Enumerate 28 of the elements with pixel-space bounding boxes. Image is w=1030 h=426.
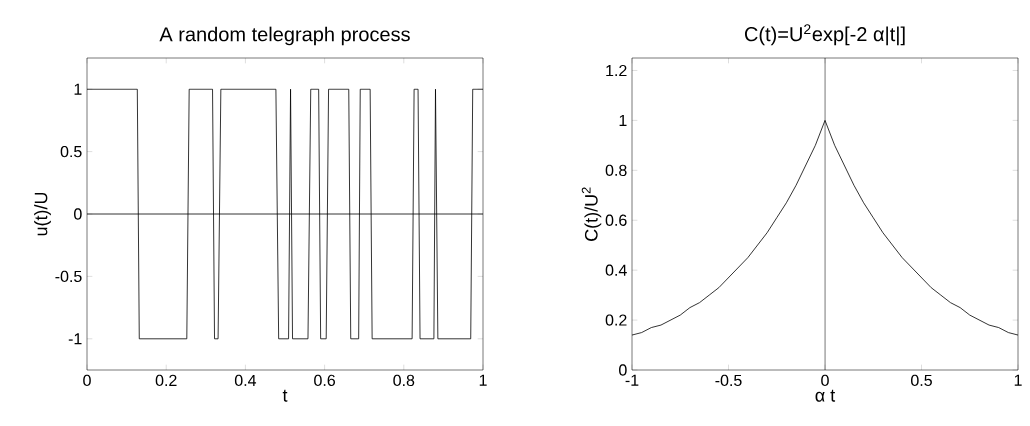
y-tick-label: 0.2 xyxy=(605,314,627,326)
x-tick-label: 1 xyxy=(479,374,487,386)
y-tick-label: 1 xyxy=(74,83,82,95)
x-axis-title: α t xyxy=(815,389,836,402)
x-tick-label: 0.8 xyxy=(393,374,415,387)
y-axis-title: C(t)/U$^{2}$ xyxy=(581,187,602,241)
y-tick-label: 1 xyxy=(619,114,627,126)
x-tick-label: 0.4 xyxy=(234,374,257,387)
x-tick-label: -0.5 xyxy=(715,374,742,387)
y-tick-label: -0.5 xyxy=(55,270,82,283)
x-tick-label: 0.5 xyxy=(911,374,932,387)
x-tick-label: 0.2 xyxy=(155,374,177,387)
y-tick-label: 0.5 xyxy=(60,145,82,158)
y-tick-label: 1.2 xyxy=(606,64,627,77)
y-axis-title: u(t)/U xyxy=(34,192,51,236)
y-tick-label: 0.4 xyxy=(605,264,627,276)
x-tick-label: 1 xyxy=(1014,374,1022,386)
chart-title: A random telegraph process xyxy=(159,26,410,46)
x-tick-label: 0 xyxy=(821,374,829,387)
y-tick-label: 0 xyxy=(74,208,82,220)
y-tick-label: 0.8 xyxy=(605,164,627,176)
x-tick-label: 0 xyxy=(83,374,91,387)
chart-title: C(t)=U$^{2}$exp[-2 α|t|] xyxy=(744,24,905,46)
y-tick-label: -1 xyxy=(68,333,82,345)
y-tick-label: 0 xyxy=(619,364,627,376)
x-tick-label: 0.6 xyxy=(314,374,336,387)
y-tick-label: 0.6 xyxy=(605,214,627,226)
x-axis-title: t xyxy=(282,389,288,402)
